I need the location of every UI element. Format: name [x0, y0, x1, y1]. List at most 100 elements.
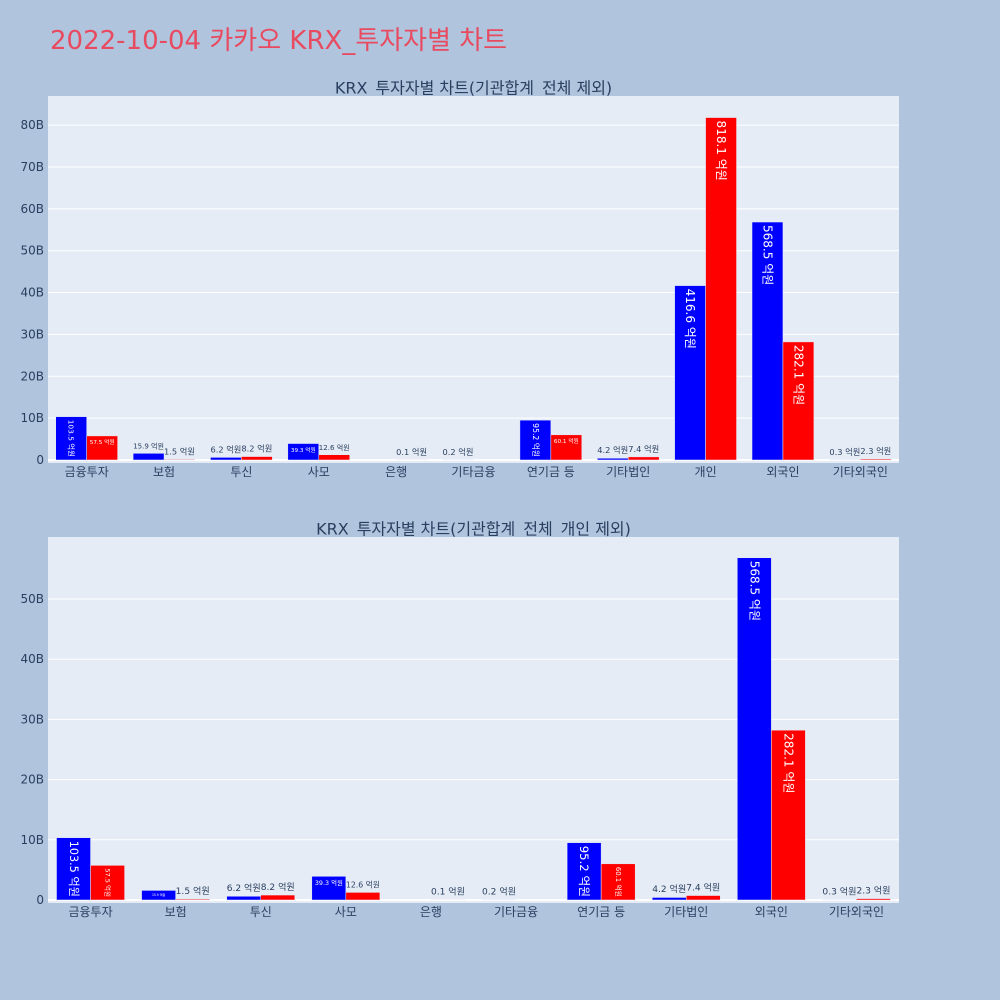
y-tick-label: 80B: [20, 118, 44, 132]
chart-title: KRX_투자자별 차트(기관합계_전체 제외): [335, 79, 612, 99]
data-label: 416.6 억원: [683, 289, 697, 349]
bar-series1-2: [141, 890, 176, 901]
data-label: 6.2 억원: [227, 882, 261, 894]
data-label: 4.2 억원: [652, 883, 686, 895]
chart-investor-excl-institution-total: KRX_투자자별 차트(기관합계_전체 제외) 0 10B 20B 30B 40B 50B…: [20, 79, 899, 479]
x-tick-label: 연기금 등: [527, 465, 575, 479]
data-label: 0.1 억원: [396, 447, 427, 457]
bar-series1-2: [132, 453, 165, 461]
x-tick-label: 사모: [308, 465, 330, 479]
data-label: 57.5 억원: [90, 438, 115, 446]
data-label: 95.2 억원: [531, 423, 540, 457]
bar-series2-11: [860, 458, 892, 461]
bar-series1-8: [651, 897, 687, 901]
bar-series2-7: [550, 434, 583, 461]
data-label: 282.1 억원: [791, 345, 805, 405]
bar-series2-8: [686, 895, 721, 901]
bar-series1-1: [55, 416, 87, 461]
bar-series1-3: [210, 457, 242, 461]
x-tick-label: 보험: [153, 465, 175, 479]
x-tick-label: 기타금융: [451, 465, 495, 479]
bars: [55, 117, 892, 461]
x-tick-label: 금융투자: [68, 905, 112, 919]
y-tick-label: 30B: [20, 712, 44, 726]
bar-series2-3: [241, 456, 273, 461]
x-axis: 금융투자 보험 투신 사모 은행 기타금융 연기금 등 기타법인 외국인 기타외국인: [68, 904, 884, 919]
data-label: 39.3 억원: [315, 878, 343, 887]
x-tick-label: 보험: [165, 905, 187, 919]
data-label: 57.5 억원: [103, 868, 112, 897]
y-tick-label: 30B: [20, 327, 44, 341]
bar-series1-7: [566, 842, 602, 901]
y-tick-label: 10B: [20, 411, 44, 425]
data-label: 15.9 억원: [152, 892, 166, 897]
bar-series2-3: [260, 894, 296, 901]
y-tick-label: 0: [36, 893, 44, 907]
x-tick-label: 기타외국인: [833, 465, 888, 479]
data-label: 1.5 억원: [176, 885, 210, 897]
data-labels: 103.5 억원 15.9 억원 6.2 억원 39.3 억원 0.2 억원 95.2 억…: [67, 561, 891, 898]
data-label: 4.2 억원: [597, 445, 628, 455]
page-title: 2022-10-04 카카오 KRX_투자자별 차트: [50, 26, 507, 56]
x-tick-label: 연기금 등: [577, 905, 625, 919]
chart-title: KRX_투자자별 차트(기관합계_전체_개인 제외): [316, 520, 631, 540]
bar-series1-4: [287, 443, 320, 461]
bar-series1-9: [674, 285, 706, 461]
x-tick-label: 외국인: [766, 465, 799, 479]
bar-series2-2: [163, 459, 196, 461]
bar-series2-10: [856, 898, 891, 901]
x-tick-label: 투신: [250, 905, 272, 919]
bar-series1-9: [737, 557, 772, 901]
data-label: 7.4 억원: [628, 444, 659, 454]
data-labels: 103.5 억원 15.9 억원 6.2 억원 39.3 억원 0.2 억원 95.2 억…: [67, 121, 892, 458]
x-tick-label: 기타법인: [664, 905, 708, 919]
data-label: 568.5 억원: [747, 561, 761, 621]
bar-series2-7: [600, 863, 636, 901]
data-label: 39.3 억원: [291, 446, 316, 454]
y-tick-label: 40B: [20, 652, 44, 666]
x-axis: 금융투자 보험 투신 사모 은행 기타금융 연기금 등 기타법인 개인 외국인 기타외국인: [65, 464, 888, 479]
bar-series1-10: [751, 221, 784, 461]
y-tick-label: 10B: [20, 833, 44, 847]
y-tick-label: 50B: [20, 592, 44, 606]
data-label: 2.3 억원: [860, 446, 891, 456]
bar-series1-3: [226, 896, 262, 901]
data-label: 0.2 억원: [482, 886, 516, 898]
data-label: 15.9 억원: [133, 442, 164, 451]
x-tick-label: 투신: [230, 465, 252, 479]
bar-series2-10: [782, 341, 815, 461]
bar-series2-8: [627, 456, 660, 461]
data-label: 95.2 억원: [577, 846, 591, 897]
data-label: 8.2 억원: [261, 881, 295, 893]
data-label: 7.4 억원: [686, 881, 720, 893]
data-label: 0.3 억원: [822, 886, 856, 898]
x-tick-label: 은행: [420, 904, 442, 919]
data-label: 2.3 억원: [856, 884, 890, 896]
y-tick-label: 0: [36, 453, 44, 467]
bar-series1-1: [56, 837, 91, 901]
data-label: 0.3 억원: [829, 447, 860, 457]
bar-series2-1: [86, 435, 118, 461]
y-tick-label: 40B: [20, 286, 44, 300]
bars: [56, 557, 891, 901]
y-tick-label: 20B: [20, 773, 44, 787]
x-tick-label: 기타법인: [606, 465, 650, 479]
data-label: 0.2 억원: [443, 447, 474, 457]
x-tick-label: 사모: [335, 905, 357, 919]
x-tick-label: 개인: [695, 465, 717, 479]
bar-series1-4: [311, 876, 347, 901]
x-tick-label: 기타외국인: [829, 905, 884, 919]
y-tick-label: 20B: [20, 369, 44, 383]
data-label: 568.5 억원: [760, 225, 774, 285]
y-axis: 0 10B 20B 30B 40B 50B: [20, 592, 44, 907]
bar-series2-4: [345, 892, 381, 901]
data-label: 12.6 억원: [319, 443, 350, 452]
data-label: 818.1 억원: [714, 121, 728, 181]
x-tick-label: 외국인: [755, 905, 788, 919]
data-label: 103.5 억원: [67, 420, 76, 457]
x-tick-label: 금융투자: [65, 465, 109, 479]
y-tick-label: 60B: [20, 202, 44, 216]
data-label: 60.1 억원: [614, 867, 623, 897]
y-tick-label: 50B: [20, 244, 44, 258]
